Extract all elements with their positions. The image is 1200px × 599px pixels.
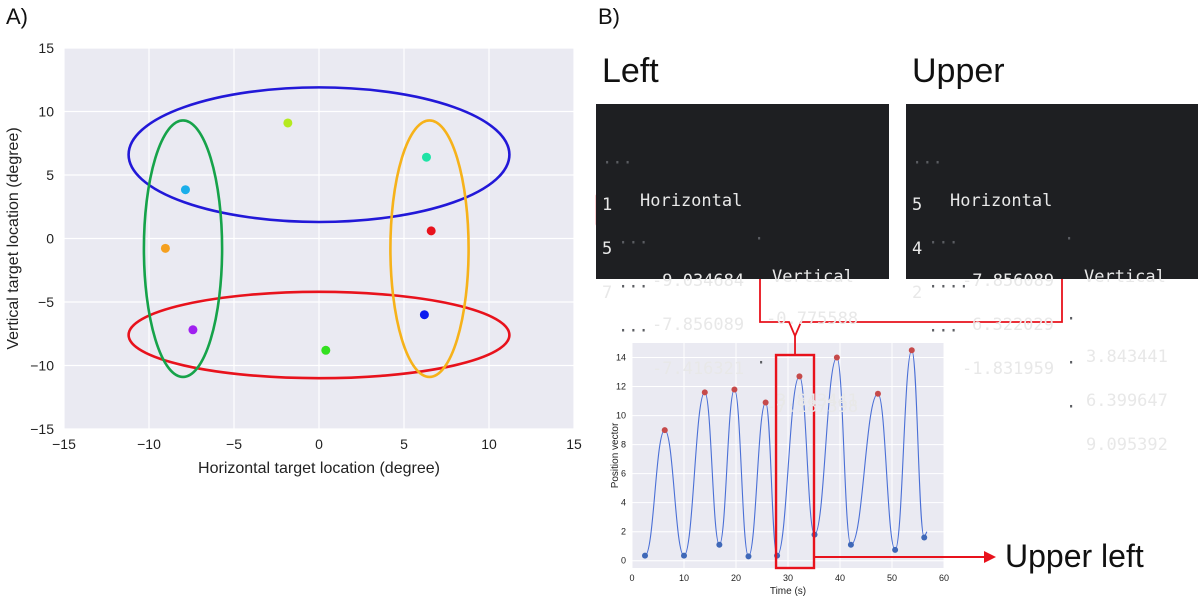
scatter-y-tick-label: 15	[38, 40, 54, 56]
row-horizontal: 6.322029	[972, 315, 1054, 335]
row-horizontal: -1.831959	[962, 359, 1055, 379]
ellipse-lower	[127, 290, 511, 380]
left-table-row: 5 ··· -7.856089 · 3.843441	[596, 192, 889, 411]
ellipse-left	[142, 119, 224, 379]
scatter-x-tick-label: 10	[481, 436, 497, 452]
scatter-x-axis-label: Horizontal target location (degree)	[198, 460, 440, 477]
upper-left-arrow-head	[984, 551, 996, 563]
peak-point	[908, 347, 915, 354]
trough-point	[847, 541, 854, 548]
scatter-x-tick-label: −10	[137, 436, 161, 452]
peak-point	[731, 386, 738, 393]
left-table-row: 7 ··· -7.416321 -7.187398	[596, 236, 889, 417]
timeseries-y-tick-label: 4	[621, 498, 626, 508]
row-horizontal: -7.416321	[652, 359, 745, 379]
scatter-y-tick-label: −5	[38, 294, 54, 310]
timeseries-x-tick-label: 10	[679, 573, 689, 583]
scatter-point	[421, 152, 431, 162]
left-table-row: 1 ··· -9.034684 -0.775588	[596, 148, 889, 329]
trough-point	[892, 546, 899, 553]
timeseries-y-tick-label: 10	[616, 411, 626, 421]
upper-table-row: 5 ··· -7.856089 · 3.843441	[906, 148, 1198, 367]
row-index: 2	[912, 283, 923, 303]
row-index: 5	[912, 195, 923, 215]
timeseries-y-tick-label: 14	[616, 353, 626, 363]
row-horizontal: -9.034684	[652, 271, 745, 291]
trough-point	[745, 553, 752, 560]
scatter-point	[419, 310, 429, 320]
row-vertical: 9.095392	[1086, 435, 1168, 455]
row-index: 7	[602, 283, 613, 303]
upper-header-horizontal: Horizontal	[950, 191, 1053, 211]
row-vertical: -0.775588	[766, 309, 859, 329]
timeseries-y-axis-label: Position vector	[610, 422, 621, 488]
timeseries-y-tick-label: 2	[621, 527, 626, 537]
trough-point	[642, 552, 648, 559]
scatter-x-tick-label: 5	[400, 436, 408, 452]
peak-point	[701, 389, 708, 396]
scatter-y-tick-label: 10	[38, 104, 54, 120]
scatter-y-tick-label: −15	[30, 421, 54, 437]
peak-point	[796, 373, 803, 380]
trough-point	[681, 552, 687, 559]
panel-b-label: B)	[598, 4, 620, 29]
peak-point	[833, 354, 840, 361]
timeseries-x-tick-label: 0	[629, 573, 634, 583]
timeseries-x-axis-label: Time (s)	[770, 586, 806, 597]
row-index: 5	[602, 239, 613, 259]
row-index: 4	[912, 239, 923, 259]
trough-point	[921, 534, 928, 541]
row-index: 1	[602, 195, 613, 215]
peak-point	[874, 390, 881, 397]
scatter-point	[180, 185, 190, 195]
scatter-point	[160, 243, 170, 253]
scatter-y-tick-label: 0	[46, 231, 54, 247]
timeseries-y-tick-label: 8	[621, 440, 626, 450]
panel-a-label: A)	[6, 4, 28, 29]
row-horizontal: -7.856089	[652, 315, 745, 335]
scatter-y-tick-label: −10	[30, 358, 54, 374]
timeseries-x-tick-label: 60	[939, 573, 949, 583]
scatter-x-tick-label: −15	[52, 436, 76, 452]
row-vertical: -7.187398	[766, 397, 859, 417]
ellipse-right	[389, 119, 470, 379]
scatter-point	[321, 345, 331, 355]
row-vertical: 3.843441	[1086, 347, 1168, 367]
row-vertical: 3.843441	[776, 391, 858, 411]
peak-point	[661, 427, 668, 434]
timeseries-x-tick-label: 50	[887, 573, 897, 583]
timeseries-x-tick-label: 40	[835, 573, 845, 583]
scatter-x-tick-label: −5	[226, 436, 242, 452]
row-vertical: 6.399647	[1086, 391, 1168, 411]
upper-table-row: 4 ···· 6.322029 · 6.399647	[906, 192, 1198, 411]
timeseries-y-tick-label: 12	[616, 382, 626, 392]
upper-left-annotation: Upper left	[1005, 538, 1144, 574]
left-table-title: Left	[602, 52, 659, 90]
scatter-point	[283, 118, 293, 128]
ellipse-upper	[127, 86, 511, 224]
upper-header-vertical: Vertical	[1084, 267, 1166, 287]
scatter-y-axis-label: Vertical target location (degree)	[5, 127, 22, 349]
upper-table-row: 2 ··· -1.831959 · 9.095392	[906, 236, 1198, 455]
scatter-x-tick-label: 0	[315, 436, 323, 452]
timeseries-x-tick-label: 20	[731, 573, 741, 583]
scatter-x-tick-label: 15	[566, 436, 582, 452]
timeseries-y-tick-label: 0	[621, 556, 626, 566]
upper-table: ··· Horizontal · Vertical 5 ··· -7.85608…	[906, 104, 1198, 455]
timeseries-x-tick-label: 30	[783, 573, 793, 583]
left-header-horizontal: Horizontal	[640, 191, 743, 211]
upper-table-header: ··· Horizontal · Vertical	[906, 106, 1198, 287]
scatter-point	[426, 226, 436, 236]
peak-point	[762, 399, 769, 406]
left-table: ··· Horizontal · Vertical 1 ··· -9.03468…	[596, 104, 889, 417]
left-table-header: ··· Horizontal · Vertical	[596, 106, 889, 287]
upper-table-title: Upper	[912, 52, 1005, 90]
trough-point	[716, 541, 723, 548]
scatter-y-tick-label: 5	[46, 167, 54, 183]
scatter-point	[188, 325, 198, 335]
left-header-vertical: Vertical	[772, 267, 854, 287]
timeseries-y-tick-label: 6	[621, 469, 626, 479]
row-horizontal: -7.856089	[962, 271, 1055, 291]
